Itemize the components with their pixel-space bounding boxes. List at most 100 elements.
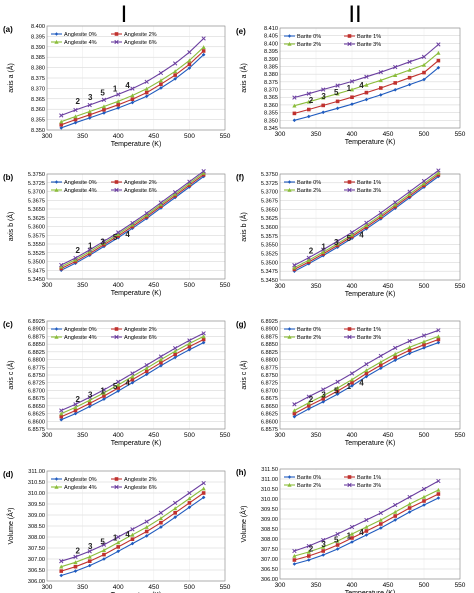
legend-entry: Barite 0% <box>297 180 321 186</box>
data-point <box>116 99 121 104</box>
curve-annotation: 1 <box>113 85 118 94</box>
data-point <box>292 548 297 554</box>
data-point <box>393 81 397 85</box>
data-point <box>349 232 355 237</box>
data-point <box>335 99 340 104</box>
x-tick-label: 350 <box>77 432 88 439</box>
data-point <box>407 338 412 344</box>
data-point <box>130 86 135 91</box>
data-point <box>393 514 397 518</box>
data-point <box>307 107 311 112</box>
curve-annotation: 5 <box>100 538 105 547</box>
legend-entry: Anglesite 0% <box>64 180 97 186</box>
x-tick-label: 450 <box>148 584 159 591</box>
legend-marker <box>114 32 119 36</box>
data-point <box>116 103 120 107</box>
y-tick-label: 306.50 <box>28 568 45 574</box>
data-point <box>158 357 164 362</box>
y-tick-label: 308.50 <box>261 527 278 533</box>
data-point <box>187 341 192 346</box>
curve-annotation: 2 <box>309 96 314 105</box>
data-point <box>321 400 325 404</box>
x-tick-label: 300 <box>275 131 286 138</box>
legend-entry: Anglesite 2% <box>124 32 157 38</box>
data-point <box>407 75 412 80</box>
y-tick-label: 8.400 <box>264 41 278 47</box>
x-tick-label: 350 <box>311 283 322 290</box>
data-point <box>201 45 206 50</box>
plot-frame <box>279 173 461 281</box>
curve-annotation: 4 <box>125 81 130 90</box>
data-point <box>116 389 120 393</box>
y-tick-label: 8.390 <box>264 57 278 63</box>
data-point <box>173 69 178 74</box>
x-tick-label: 550 <box>455 432 466 439</box>
y-tick-label: 5.3625 <box>261 216 278 222</box>
y-axis-label: axis c (Å) <box>239 360 248 389</box>
chart-panel-1: (a) 8.350 8.355 8.360 8.365 8.370 8.375 8.380 8.… <box>3 24 231 148</box>
data-point <box>321 544 326 549</box>
data-point <box>393 73 398 78</box>
plot-frame <box>279 468 461 580</box>
data-point <box>87 247 92 253</box>
curve-annotation: 1 <box>321 242 326 251</box>
data-point <box>144 525 149 529</box>
curve-annotation: 3 <box>321 92 326 101</box>
data-point <box>87 116 92 120</box>
data-point <box>379 366 383 371</box>
data-point <box>422 346 426 350</box>
y-tick-label: 6.8750 <box>28 373 45 379</box>
data-point <box>173 355 177 360</box>
data-point <box>73 569 78 573</box>
y-tick-label: 5.3475 <box>28 268 45 274</box>
legend-marker <box>54 187 59 192</box>
x-tick-label: 400 <box>113 133 124 140</box>
y-tick-label: 8.395 <box>264 49 278 55</box>
data-point <box>173 352 177 357</box>
data-point <box>173 515 177 519</box>
x-tick-label: 550 <box>220 584 231 591</box>
data-point <box>102 397 106 401</box>
data-point <box>144 90 149 95</box>
data-point <box>335 241 340 246</box>
data-point <box>364 223 369 228</box>
x-tick-label: 500 <box>184 133 195 140</box>
y-tick-label: 309.50 <box>28 502 45 508</box>
y-tick-label: 5.3600 <box>28 225 45 231</box>
data-point <box>436 58 441 63</box>
data-point <box>407 192 412 196</box>
data-point <box>159 525 163 529</box>
data-point <box>378 210 383 216</box>
curve-annotation: 4 <box>359 81 364 90</box>
x-tick-label: 350 <box>311 131 322 138</box>
data-point <box>407 494 412 500</box>
legend-entry: Barite 3% <box>357 335 381 341</box>
data-point <box>144 534 149 538</box>
x-tick-label: 450 <box>148 432 159 439</box>
data-point <box>421 54 427 59</box>
data-point <box>158 202 164 207</box>
data-point <box>335 91 340 96</box>
panel-label: (c) <box>3 320 13 329</box>
data-point <box>436 340 441 345</box>
data-point <box>335 392 340 396</box>
chart-panel-8: (h) 306.00 306.50 307.00 307.50 308.00 308.50 3… <box>236 467 466 593</box>
y-tick-label: 5.3525 <box>28 251 45 257</box>
x-tick-label: 400 <box>113 282 124 289</box>
data-point <box>335 385 340 390</box>
data-point <box>73 405 78 410</box>
data-point <box>321 249 326 254</box>
data-point <box>201 491 206 495</box>
data-point <box>436 334 441 339</box>
data-point <box>335 538 340 543</box>
data-point <box>173 506 178 511</box>
y-tick-label: 5.3700 <box>28 190 45 196</box>
legend-marker <box>287 475 292 479</box>
data-point <box>201 170 206 175</box>
chart-panel-3: (c)6.85756.86006.86256.86506.86756.87006… <box>3 319 231 447</box>
y-axis-label: axis b (Å) <box>6 212 15 242</box>
data-point <box>378 510 383 516</box>
y-tick-label: 8.360 <box>31 107 45 113</box>
y-tick-label: 6.8675 <box>261 396 278 402</box>
legend-marker <box>114 484 119 490</box>
